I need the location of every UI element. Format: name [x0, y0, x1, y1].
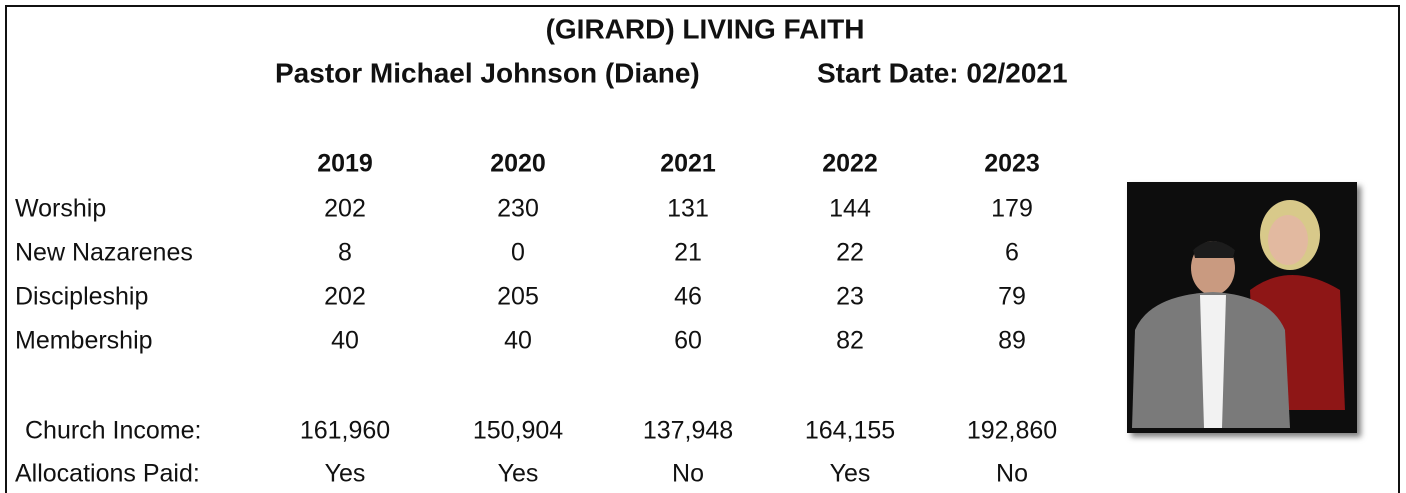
column-header: 2023	[984, 150, 1040, 178]
column-header: 2022	[822, 150, 878, 178]
row-label: Discipleship	[15, 283, 148, 311]
cell: 6	[1005, 239, 1019, 267]
cell: 89	[998, 327, 1026, 355]
cell: 46	[674, 283, 702, 311]
cell: 79	[998, 283, 1026, 311]
cell: 8	[338, 239, 352, 267]
cell: 202	[324, 283, 366, 311]
row-label: Church Income:	[25, 417, 201, 445]
row-label: Worship	[15, 195, 106, 223]
cell: 202	[324, 195, 366, 223]
cell: 137,948	[643, 417, 733, 445]
cell: 82	[836, 327, 864, 355]
cell: 21	[674, 239, 702, 267]
cell: 192,860	[967, 417, 1057, 445]
cell: 22	[836, 239, 864, 267]
cell: Yes	[325, 460, 366, 488]
cell: 150,904	[473, 417, 563, 445]
pastor: Pastor Michael Johnson (Diane)	[275, 57, 700, 88]
page: (GIRARD) LIVING FAITH Pastor Michael Joh…	[0, 0, 1406, 493]
column-header: 2019	[317, 150, 373, 178]
row-label: Allocations Paid:	[15, 460, 200, 488]
cell: Yes	[498, 460, 539, 488]
cell: 23	[836, 283, 864, 311]
photo	[1127, 182, 1357, 433]
cell: 131	[667, 195, 709, 223]
cell: 205	[497, 283, 539, 311]
cell: 60	[674, 327, 702, 355]
cell: 144	[829, 195, 871, 223]
column-header: 2021	[660, 150, 716, 178]
cell: 40	[331, 327, 359, 355]
title: (GIRARD) LIVING FAITH	[546, 13, 865, 44]
row-label: New Nazarenes	[15, 239, 193, 267]
cell: 179	[991, 195, 1033, 223]
start-date: Start Date: 02/2021	[817, 57, 1068, 88]
cell: No	[996, 460, 1028, 488]
cell: 161,960	[300, 417, 390, 445]
cell: 164,155	[805, 417, 895, 445]
cell: Yes	[830, 460, 871, 488]
cell: 230	[497, 195, 539, 223]
row-label: Membership	[15, 327, 153, 355]
cell: 40	[504, 327, 532, 355]
cell: 0	[511, 239, 525, 267]
cell: No	[672, 460, 704, 488]
column-header: 2020	[490, 150, 546, 178]
